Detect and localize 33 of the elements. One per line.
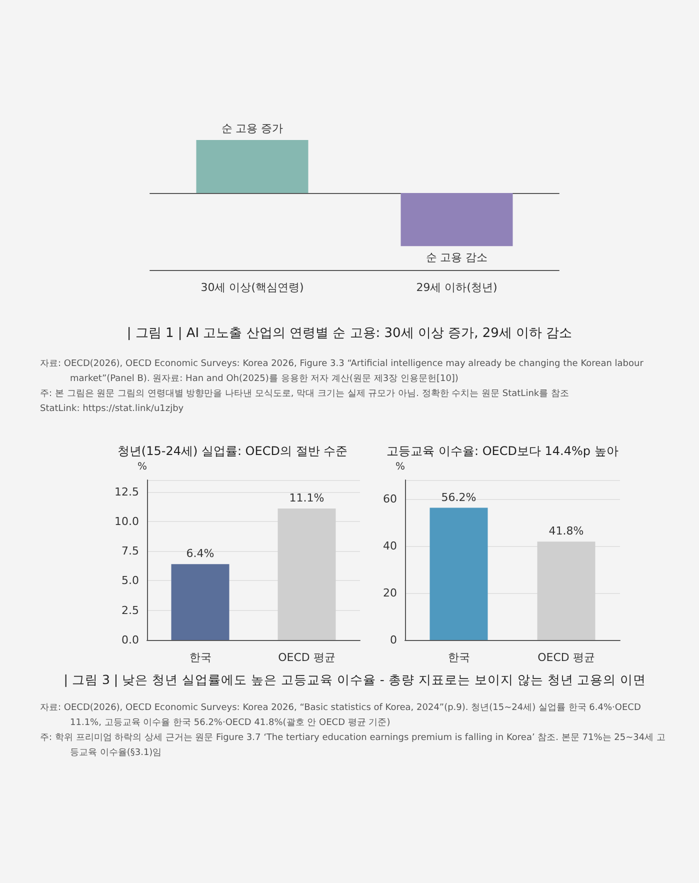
x-tick-label: OECD 평균 <box>278 651 336 664</box>
y-tick-label: 20 <box>383 586 397 600</box>
y-tick-label: 60 <box>383 492 397 506</box>
x-tick-label: 29세 이하(청년) <box>416 281 498 294</box>
x-tick-label: 30세 이상(핵심연령) <box>200 281 304 294</box>
y-tick-label: 5.0 <box>122 574 139 588</box>
y-tick-label: 40 <box>383 539 397 552</box>
y-axis-title: % <box>137 462 147 472</box>
x-tick-label: OECD 평균 <box>538 651 595 664</box>
y-tick-label: 10.0 <box>114 514 139 528</box>
data-label: 56.2% <box>441 490 476 504</box>
chart-title: 고등교육 이수율: OECD보다 14.4%p 높아 <box>386 444 618 458</box>
x-tick-label: 한국 <box>448 651 470 664</box>
y-tick-label: 0.0 <box>122 634 139 646</box>
data-label: 6.4% <box>186 547 214 560</box>
text: 자료: OECD(2026), OECD Economic Surveys: Korea 2026, Figure 3.3 “Artificial intelligence may already be changing the Korean labour market”(Panel B). 원자료: Han and Oh(2025)를 응용한 저자 계산(원문 제3장 인용문헌[10]) <box>40 358 644 386</box>
y-tick-label: 0 <box>390 634 397 646</box>
annotation: 순 고용 증가 <box>221 122 284 135</box>
y-tick-label: 2.5 <box>122 604 139 617</box>
y-axis-title: % <box>395 462 405 472</box>
x-tick-label: 한국 <box>189 651 212 664</box>
text: StatLink: https://stat.link/u1zjby <box>40 403 185 416</box>
data-label: 11.1% <box>289 491 324 504</box>
y-tick-label: 7.5 <box>122 544 139 558</box>
text: 주: 학위 프리미엄 하락의 상세 근거는 원문 Figure 3.7 ‘The tertiary education earnings premium is falling in Korea’ 참조. 본문 71%는 25~34세 고등교육 이수율(§3.1)임 <box>40 732 666 760</box>
data-label: 41.8% <box>548 524 584 538</box>
y-tick-label: 12.5 <box>114 485 139 498</box>
text: | 그림 3 | 낮은 청년 실업률에도 높은 고등교육 이수율 - 총량 지표로는 보이지 않는 청년 고용의 이면 <box>62 672 648 687</box>
text: 주: 본 그림은 원문 그림의 연령대별 방향만을 나타낸 모식도로, 막대 크기는 실제 규모가 아님. 정확한 수치는 원문 StatLink를 참조 <box>40 388 570 401</box>
text: 자료: OECD(2026), OECD Economic Surveys: Korea 2026, “Basic statistics of Korea, 2024”(p.9). 청년(15~24세) 실업률 한국 6.4%·OECD 11.1%, 고등교육 이수율 한국 56.2%·OECD 41.8%(괄호 안 OECD 평균 기준) <box>40 702 642 730</box>
text: | 그림 1 | AI 고노출 산업의 연령별 순 고용: 30세 이상 증가, 29세 이하 감소 <box>126 326 572 341</box>
annotation: 순 고용 감소 <box>426 251 488 264</box>
chart-title: 청년(15-24세) 실업률: OECD의 절반 수준 <box>117 444 348 458</box>
